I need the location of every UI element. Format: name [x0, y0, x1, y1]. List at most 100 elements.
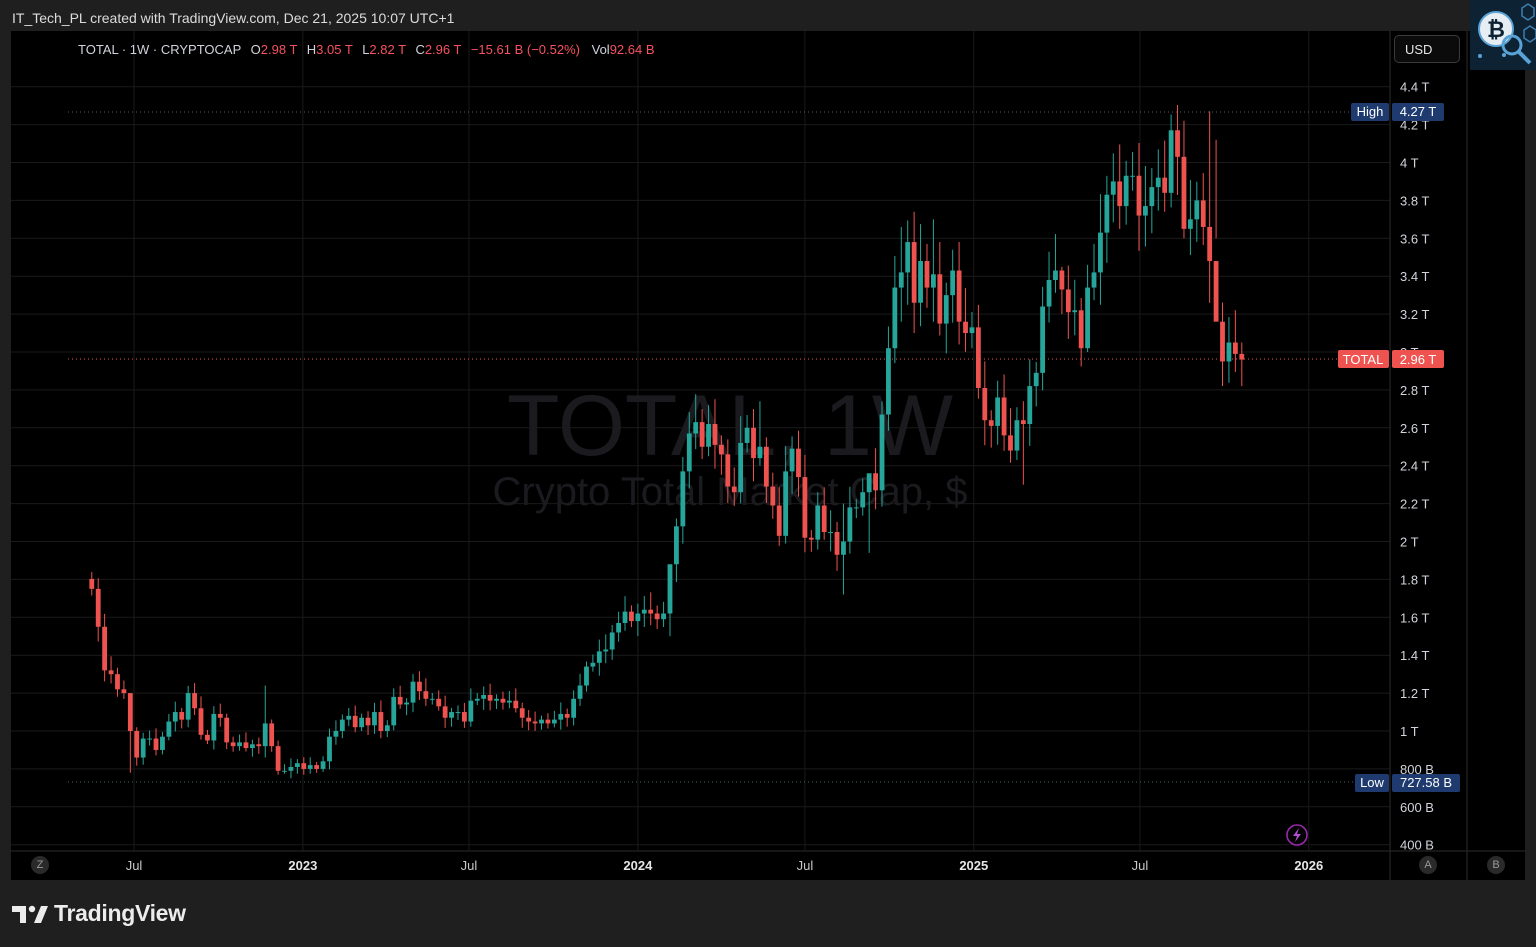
candle [1065, 265, 1071, 339]
candle [757, 401, 763, 466]
candle [635, 603, 641, 637]
candle-body [160, 736, 165, 750]
candle-body [1098, 232, 1103, 273]
candle [468, 688, 474, 727]
candle [115, 667, 120, 697]
candle-body [166, 721, 172, 737]
candle-body [680, 471, 686, 527]
candle-body [744, 427, 750, 443]
candle-body [648, 609, 654, 614]
candle-body [217, 713, 223, 718]
candle-body [1072, 310, 1078, 313]
candle [237, 734, 242, 751]
candle-body [384, 725, 390, 731]
candle [995, 380, 1001, 445]
candle [205, 729, 210, 745]
y-tick-label: 1.4 T [1400, 648, 1429, 663]
candle [249, 739, 255, 757]
b-scale-button[interactable]: B [1487, 856, 1505, 874]
candle-body [423, 691, 429, 699]
candle [192, 683, 197, 716]
candle [1078, 298, 1084, 367]
candle [725, 439, 731, 504]
zoom-reset-button[interactable]: Z [31, 856, 49, 874]
candle-body [192, 693, 197, 709]
candle-body [1213, 261, 1219, 322]
candle-body [333, 731, 339, 737]
candle-body [898, 272, 904, 288]
candle-body [397, 696, 403, 705]
candle-body [918, 261, 923, 303]
legend-symbol: TOTAL · 1W · CRYPTOCAP [78, 42, 242, 57]
candle [294, 759, 300, 774]
candle-body [442, 706, 448, 718]
candle-body [108, 670, 114, 675]
candle [1200, 173, 1206, 245]
candle-body [462, 712, 467, 722]
candle [455, 705, 461, 720]
change-value: −15.61 B (−0.52%) [470, 42, 580, 57]
candle [230, 736, 236, 752]
low-value: 727.58 B [1400, 775, 1452, 790]
candle [783, 446, 789, 544]
candle [751, 409, 756, 482]
candle-body [892, 287, 898, 349]
candle [654, 605, 660, 629]
candle-body [905, 242, 911, 273]
candle-body [1059, 270, 1065, 290]
candle-body [282, 770, 287, 772]
candle-body [294, 763, 300, 768]
y-tick-label: 4.2 T [1400, 118, 1429, 133]
candle [1110, 153, 1116, 223]
candle [1239, 342, 1245, 387]
candle-body [635, 613, 641, 622]
candle-body [481, 694, 487, 699]
candle-body [956, 270, 962, 322]
candle-body [417, 681, 422, 692]
candle [718, 435, 724, 475]
candle [1149, 168, 1155, 234]
candle [519, 702, 525, 728]
y-tick-label: 2.8 T [1400, 383, 1429, 398]
candle [616, 611, 621, 642]
candle-body [404, 702, 409, 705]
candle [1046, 251, 1052, 323]
candle [127, 693, 133, 773]
candle-body [1232, 342, 1238, 354]
y-tick-label: 3.6 T [1400, 231, 1429, 246]
candle-body [988, 420, 994, 426]
candle-body [1136, 175, 1142, 216]
candle [680, 457, 686, 544]
candle-body [577, 685, 583, 699]
candle-body [686, 433, 692, 472]
candle-body [751, 427, 756, 459]
y-tick-label: 3.2 T [1400, 307, 1429, 322]
candle-body [943, 295, 949, 324]
close-label: C [415, 42, 425, 57]
candle [988, 410, 994, 448]
candle-body [494, 698, 499, 701]
currency-button[interactable]: USD [1394, 35, 1460, 63]
candle-body [1143, 206, 1148, 216]
candle [950, 249, 956, 323]
candle-body [629, 611, 634, 622]
tradingview-brand[interactable]: TradingView [12, 900, 186, 927]
candle-body [776, 505, 782, 536]
candle [352, 705, 358, 733]
open-value: 2.98 T [260, 42, 298, 57]
avatar-graphic: ₿ [1470, 0, 1536, 70]
candle-body [969, 327, 975, 334]
candle-body [519, 708, 525, 718]
candle-body [487, 694, 493, 701]
candle [1020, 401, 1026, 485]
candle-body [378, 712, 384, 731]
candle [943, 282, 949, 354]
candle [892, 255, 898, 364]
candle [526, 710, 532, 731]
candle [898, 226, 904, 322]
auto-scale-button[interactable]: A [1419, 856, 1437, 874]
candle-body [474, 698, 480, 701]
lightning-icon[interactable] [1286, 824, 1308, 846]
candle [211, 706, 217, 750]
